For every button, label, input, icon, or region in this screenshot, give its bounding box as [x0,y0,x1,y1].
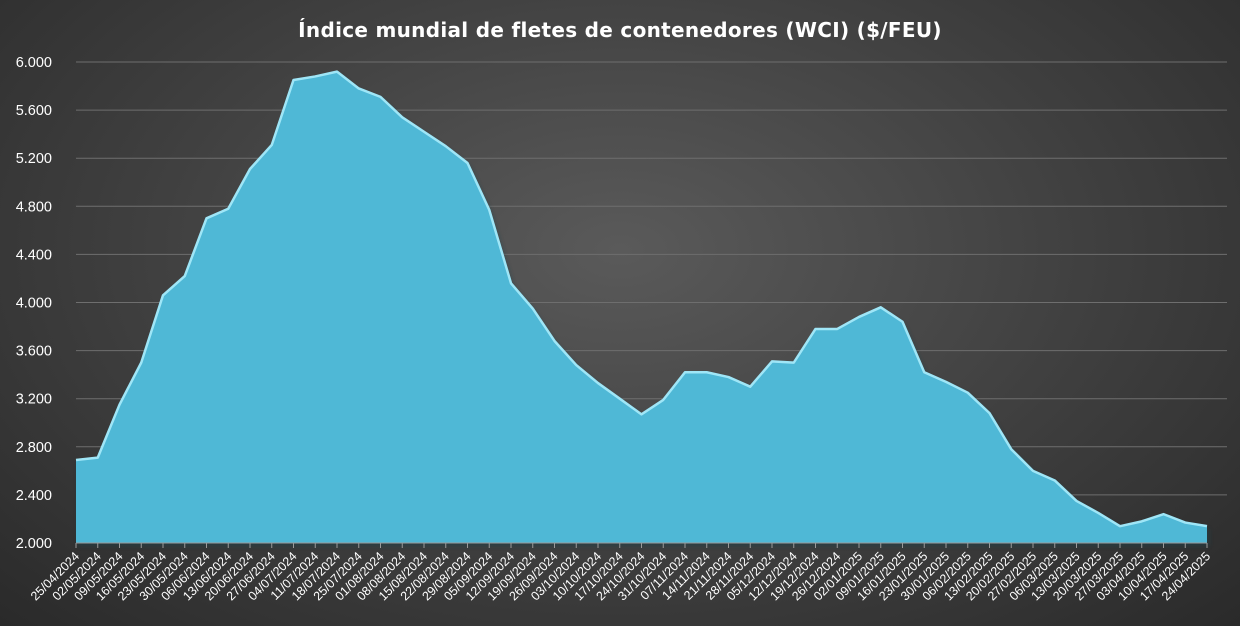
y-tick-label: 2.000 [16,536,52,552]
y-tick-label: 2.800 [16,440,52,456]
y-tick-label: 2.400 [16,488,52,504]
y-tick-label: 4.800 [16,199,52,215]
y-tick-label: 4.000 [16,296,52,312]
y-tick-label: 4.400 [16,247,52,263]
x-axis-ticks: 25/04/202402/05/202409/05/202416/05/2024… [28,543,1213,603]
area-top-line [75,70,1208,528]
y-tick-label: 3.200 [16,392,52,408]
area-fill [76,71,1207,544]
y-tick-label: 3.600 [16,344,52,360]
y-tick-label: 6.000 [16,55,52,71]
area-series [75,70,1209,547]
y-tick-label: 5.600 [16,103,52,119]
y-tick-label: 5.200 [16,151,52,167]
chart-title: Índice mundial de fletes de contenedores… [298,18,942,42]
y-axis-ticks: 2.000 2.400 2.800 3.200 3.600 4.000 4.400 4.800… [16,55,52,552]
